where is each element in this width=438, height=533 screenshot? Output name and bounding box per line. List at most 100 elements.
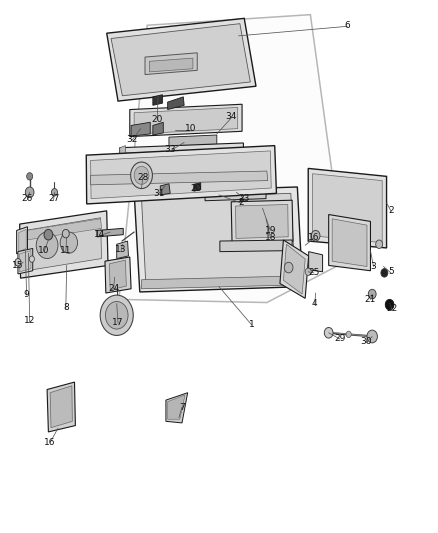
Text: 33: 33 <box>165 146 176 155</box>
Polygon shape <box>20 251 31 272</box>
Text: 32: 32 <box>126 135 138 144</box>
Text: 16: 16 <box>308 233 320 242</box>
Circle shape <box>284 262 293 273</box>
Circle shape <box>385 300 394 310</box>
Polygon shape <box>169 135 217 147</box>
Text: 1: 1 <box>249 320 254 329</box>
Polygon shape <box>141 193 295 286</box>
Polygon shape <box>168 97 184 110</box>
Text: 2: 2 <box>388 206 394 215</box>
Circle shape <box>368 289 376 299</box>
Text: 31: 31 <box>153 189 165 198</box>
Circle shape <box>15 259 21 266</box>
Text: 29: 29 <box>334 334 346 343</box>
Polygon shape <box>111 23 251 96</box>
Circle shape <box>324 327 333 338</box>
Polygon shape <box>283 244 305 294</box>
Polygon shape <box>91 151 271 199</box>
Text: 18: 18 <box>265 233 276 242</box>
Polygon shape <box>120 143 244 182</box>
Text: 5: 5 <box>388 268 394 276</box>
Circle shape <box>131 162 152 189</box>
Text: 27: 27 <box>48 194 59 203</box>
Polygon shape <box>153 95 162 106</box>
Circle shape <box>60 232 78 253</box>
Circle shape <box>381 269 388 277</box>
Text: 25: 25 <box>308 268 320 277</box>
Polygon shape <box>160 184 170 195</box>
Polygon shape <box>328 215 371 271</box>
Circle shape <box>305 268 311 276</box>
Text: 23: 23 <box>239 194 250 203</box>
Text: 10: 10 <box>185 124 197 133</box>
Text: 8: 8 <box>63 303 69 312</box>
Text: 20: 20 <box>191 183 202 192</box>
Circle shape <box>29 256 35 262</box>
Text: 17: 17 <box>112 318 124 327</box>
Text: 34: 34 <box>226 112 237 122</box>
Polygon shape <box>309 252 322 272</box>
Polygon shape <box>17 227 28 254</box>
Polygon shape <box>18 248 33 274</box>
Text: 20: 20 <box>152 115 163 124</box>
Polygon shape <box>105 257 131 293</box>
Text: 13: 13 <box>115 245 127 254</box>
Polygon shape <box>194 183 201 191</box>
Polygon shape <box>97 228 123 237</box>
Text: 9: 9 <box>24 289 29 298</box>
Circle shape <box>376 240 383 248</box>
Polygon shape <box>134 108 238 134</box>
Text: 3: 3 <box>371 262 376 271</box>
Polygon shape <box>131 122 150 136</box>
Circle shape <box>134 166 149 184</box>
Text: 15: 15 <box>12 261 24 270</box>
Text: 14: 14 <box>94 230 105 239</box>
Polygon shape <box>134 187 303 292</box>
Circle shape <box>311 230 320 241</box>
Polygon shape <box>47 382 75 432</box>
Circle shape <box>367 330 378 343</box>
Polygon shape <box>236 205 288 238</box>
Polygon shape <box>220 240 292 252</box>
Polygon shape <box>19 229 26 252</box>
Polygon shape <box>166 393 187 423</box>
Polygon shape <box>332 219 367 266</box>
Circle shape <box>36 232 58 259</box>
Text: 22: 22 <box>387 304 398 313</box>
Polygon shape <box>168 395 185 419</box>
Polygon shape <box>86 146 276 204</box>
Polygon shape <box>119 14 344 303</box>
Circle shape <box>51 189 57 196</box>
Polygon shape <box>130 104 242 136</box>
Polygon shape <box>231 200 293 243</box>
Circle shape <box>346 331 351 337</box>
Polygon shape <box>280 240 309 298</box>
Polygon shape <box>310 254 322 270</box>
Text: 2: 2 <box>238 198 244 207</box>
Polygon shape <box>124 149 239 177</box>
Polygon shape <box>308 168 387 248</box>
Polygon shape <box>120 146 125 184</box>
Text: 24: 24 <box>108 284 119 293</box>
Text: 12: 12 <box>24 316 35 325</box>
Text: 10: 10 <box>38 246 50 255</box>
Polygon shape <box>145 53 197 75</box>
Text: 26: 26 <box>22 194 33 203</box>
Circle shape <box>27 173 33 180</box>
Polygon shape <box>25 217 102 271</box>
Polygon shape <box>20 211 108 278</box>
Circle shape <box>106 302 128 329</box>
Polygon shape <box>313 174 382 243</box>
Circle shape <box>25 187 34 198</box>
Polygon shape <box>110 260 126 290</box>
Polygon shape <box>153 122 163 135</box>
Text: 28: 28 <box>137 173 148 182</box>
Polygon shape <box>27 219 102 240</box>
Text: 11: 11 <box>60 246 71 255</box>
Polygon shape <box>117 241 128 259</box>
Text: 7: 7 <box>179 402 185 411</box>
Polygon shape <box>50 386 72 427</box>
Text: 21: 21 <box>365 295 376 304</box>
Polygon shape <box>141 276 294 289</box>
Text: 16: 16 <box>44 438 56 447</box>
